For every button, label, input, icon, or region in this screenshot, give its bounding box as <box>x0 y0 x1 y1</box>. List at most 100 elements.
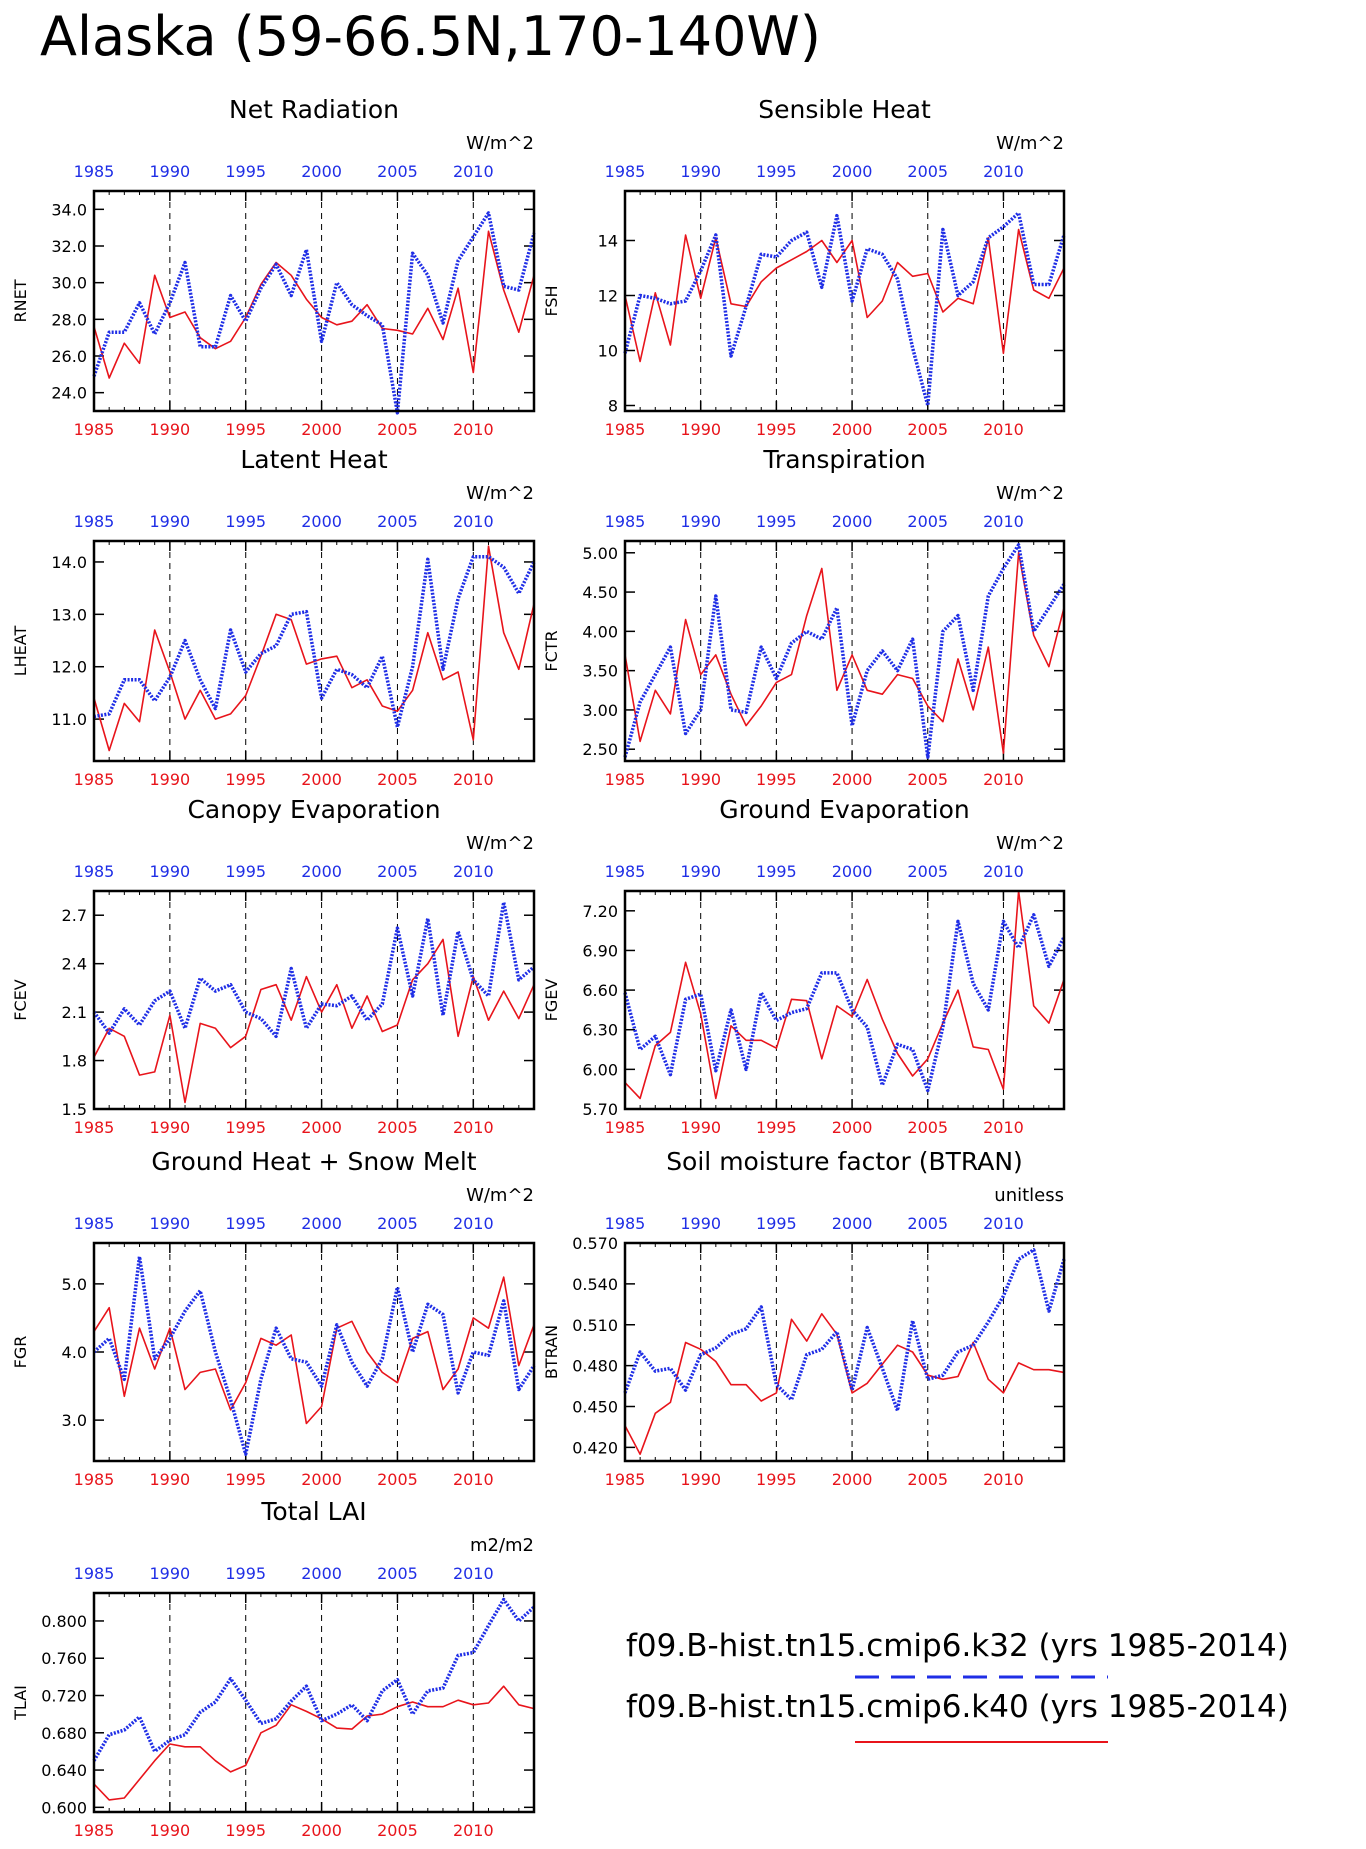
x-tick-label-top: 1990 <box>680 1214 721 1233</box>
y-tick-label: 28.0 <box>51 310 87 329</box>
x-tick-label-top: 1985 <box>74 1564 115 1583</box>
x-tick-label-bottom: 2010 <box>983 770 1024 789</box>
x-tick-label-bottom: 1995 <box>756 1118 797 1137</box>
x-tick-label-top: 2000 <box>832 1214 873 1233</box>
x-tick-label-bottom: 1995 <box>756 420 797 439</box>
y-tick-label: 4.50 <box>582 583 618 602</box>
x-tick-label-top: 1995 <box>756 862 797 881</box>
x-tick-label-bottom: 2000 <box>832 1470 873 1489</box>
x-tick-label-top: 1985 <box>74 512 115 531</box>
x-tick-label-top: 2010 <box>453 1564 494 1583</box>
x-tick-label-top: 2000 <box>301 1564 342 1583</box>
x-tick-label-top: 2010 <box>983 862 1024 881</box>
y-tick-label: 5.70 <box>582 1100 618 1119</box>
y-tick-label: 6.60 <box>582 981 618 1000</box>
units-label: W/m^2 <box>466 1185 534 1206</box>
x-tick-label-bottom: 1985 <box>605 420 646 439</box>
x-tick-label-top: 2010 <box>983 162 1024 181</box>
x-tick-label-bottom: 1985 <box>605 770 646 789</box>
panel-title: Ground Heat + Snow Melt <box>151 1147 476 1176</box>
units-label: W/m^2 <box>466 833 534 854</box>
y-tick-label: 2.50 <box>582 740 618 759</box>
x-tick-label-top: 1985 <box>605 1214 646 1233</box>
x-tick-label-top: 1995 <box>225 1214 266 1233</box>
x-tick-label-top: 1990 <box>150 862 191 881</box>
x-tick-label-top: 1985 <box>605 162 646 181</box>
x-tick-label-top: 2005 <box>907 512 948 531</box>
series-line-k40 <box>93 1276 535 1425</box>
y-tick-label: 6.00 <box>582 1060 618 1079</box>
x-tick-label-top: 2000 <box>832 162 873 181</box>
y-tick-label: 5.0 <box>62 1275 87 1294</box>
x-tick-label-bottom: 1995 <box>225 1118 266 1137</box>
x-tick-label-bottom: 1985 <box>605 1470 646 1489</box>
x-tick-label-bottom: 1985 <box>74 770 115 789</box>
x-tick-label-bottom: 2000 <box>301 1470 342 1489</box>
y-axis-label: BTRAN <box>542 1325 561 1379</box>
x-tick-label-bottom: 2005 <box>377 420 418 439</box>
y-tick-label: 0.760 <box>41 1649 87 1668</box>
y-tick-label: 1.5 <box>62 1100 87 1119</box>
x-tick-label-bottom: 2005 <box>377 1118 418 1137</box>
plot-frame <box>623 189 1066 413</box>
x-tick-label-top: 1990 <box>680 162 721 181</box>
x-tick-label-top: 1985 <box>605 862 646 881</box>
x-tick-label-top: 2010 <box>453 862 494 881</box>
panel-title: Soil moisture factor (BTRAN) <box>666 1147 1023 1176</box>
x-tick-label-bottom: 1990 <box>150 1118 191 1137</box>
panel-title: Total LAI <box>260 1497 366 1526</box>
y-tick-label: 14.0 <box>51 553 87 572</box>
units-label: m2/m2 <box>470 1535 534 1556</box>
y-tick-label: 8 <box>608 397 618 416</box>
panel-title: Sensible Heat <box>758 95 931 124</box>
panel-rnet: Net Radiation W/m^2 1985 1985 1990 1990 1995 19… <box>11 95 536 439</box>
x-tick-label-top: 1985 <box>74 162 115 181</box>
y-tick-label: 4.0 <box>62 1343 87 1362</box>
x-tick-label-top: 1995 <box>756 162 797 181</box>
x-tick-label-bottom: 2000 <box>301 420 342 439</box>
x-tick-label-top: 2005 <box>907 862 948 881</box>
x-tick-label-top: 1985 <box>74 1214 115 1233</box>
x-tick-label-bottom: 1985 <box>605 1118 646 1137</box>
y-tick-label: 0.680 <box>41 1724 87 1743</box>
series-line-k32 <box>92 1597 536 1762</box>
panels-group: Net Radiation W/m^2 1985 1985 1990 1990 1995 19… <box>11 95 1066 1840</box>
y-tick-label: 6.90 <box>582 941 618 960</box>
x-tick-label-bottom: 2000 <box>832 420 873 439</box>
x-tick-label-bottom: 2010 <box>983 1118 1024 1137</box>
x-tick-label-bottom: 2010 <box>453 770 494 789</box>
x-tick-label-bottom: 1995 <box>756 770 797 789</box>
plot-frame <box>92 1591 536 1814</box>
x-tick-label-top: 1990 <box>680 862 721 881</box>
x-tick-label-top: 2005 <box>907 1214 948 1233</box>
x-tick-label-bottom: 1990 <box>150 770 191 789</box>
y-tick-label: 0.600 <box>41 1798 87 1817</box>
plot-frame <box>623 539 1066 763</box>
y-axis-label: FSH <box>542 285 561 316</box>
x-tick-label-top: 2010 <box>983 512 1024 531</box>
y-axis-label: FGR <box>11 1336 30 1369</box>
plot-frame <box>92 889 536 1111</box>
y-tick-label: 11.0 <box>51 710 87 729</box>
x-tick-label-top: 1990 <box>150 512 191 531</box>
panel-tlai: Total LAI m2/m2 1985 1985 1990 1990 1995 1995 20… <box>11 1497 536 1840</box>
y-tick-label: 0.420 <box>572 1438 618 1457</box>
x-tick-label-bottom: 1985 <box>74 1118 115 1137</box>
y-tick-label: 3.50 <box>582 662 618 681</box>
x-tick-label-top: 2000 <box>301 162 342 181</box>
units-label: W/m^2 <box>996 833 1064 854</box>
y-tick-label: 34.0 <box>51 200 87 219</box>
y-tick-label: 7.20 <box>582 902 618 921</box>
x-tick-label-bottom: 2005 <box>907 420 948 439</box>
x-tick-label-top: 1995 <box>225 1564 266 1583</box>
x-tick-label-bottom: 1995 <box>225 1470 266 1489</box>
y-tick-label: 0.640 <box>41 1761 87 1780</box>
x-tick-label-bottom: 2010 <box>453 1821 494 1840</box>
series-line-k40 <box>624 890 1065 1100</box>
y-tick-label: 3.00 <box>582 701 618 720</box>
x-tick-label-top: 1990 <box>150 1214 191 1233</box>
series-line-k32 <box>92 900 536 1039</box>
legend-label-k40: f09.B-hist.tn15.cmip6.k40 (yrs 1985-2014… <box>626 1689 1289 1725</box>
y-tick-label: 2.7 <box>62 906 87 925</box>
